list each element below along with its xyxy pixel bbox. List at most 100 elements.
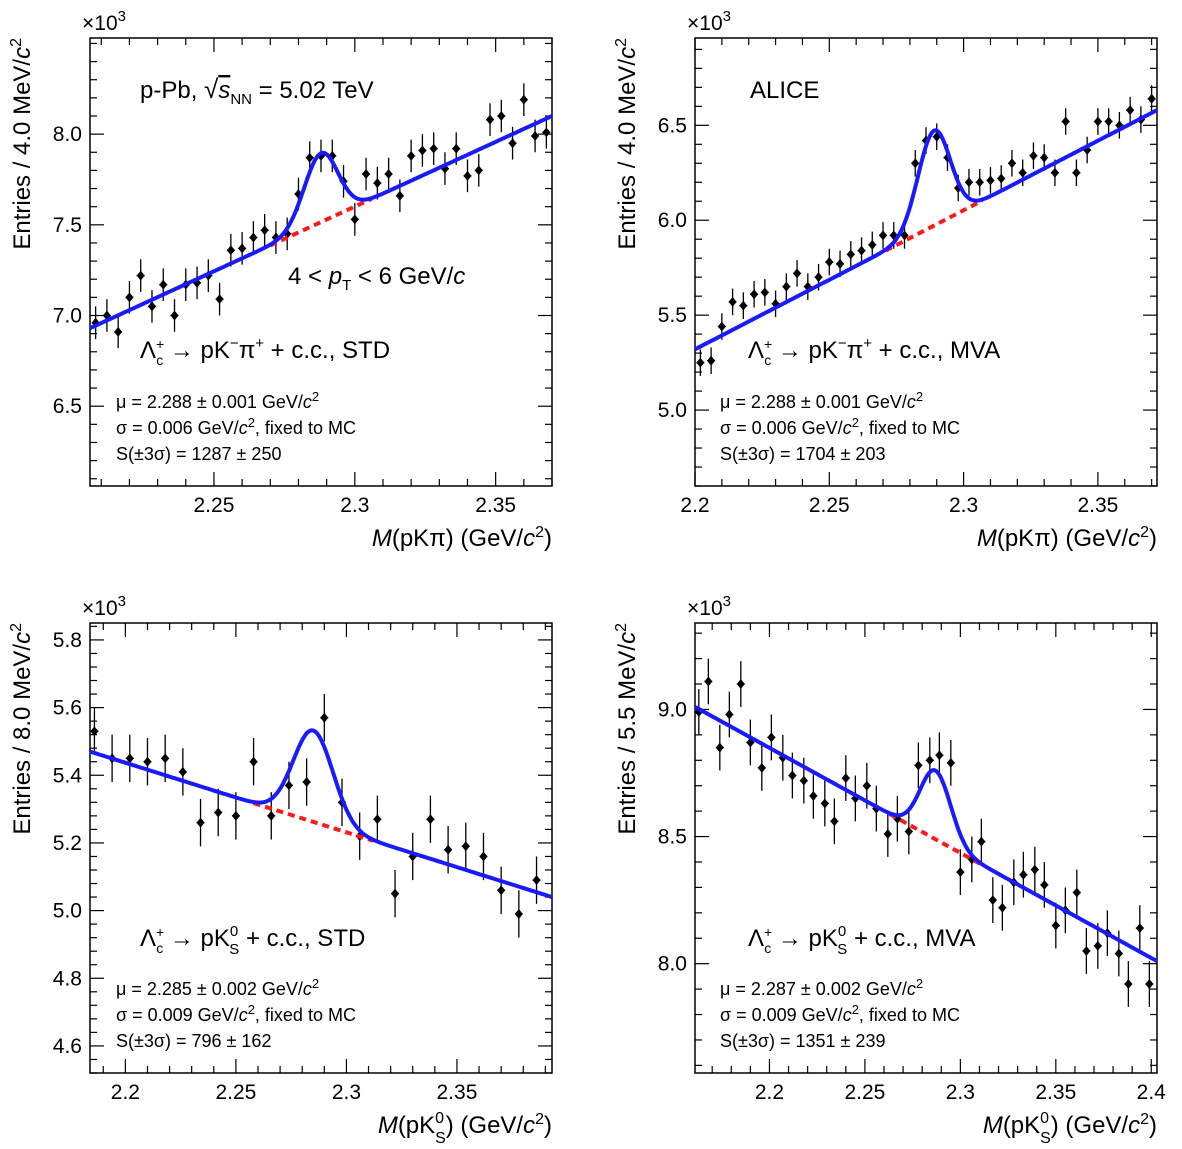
- data-point: [988, 895, 997, 906]
- data-point: [1029, 150, 1038, 161]
- y-tick-label: 6.5: [53, 395, 82, 418]
- data-point: [841, 773, 850, 784]
- data-point: [868, 239, 877, 250]
- data-point: [267, 810, 276, 821]
- x-axis-title: M(pK0 S) (GeV/c2): [378, 1110, 552, 1147]
- panel-bottom-right: 2.2 2.25 2.3 2.35 2.4 8.0 8.5 9.0 ×103 Entries / …: [613, 593, 1166, 1147]
- y-tick-label: 5.5: [658, 304, 687, 327]
- y-tick-label: 4.6: [53, 1035, 82, 1058]
- fit-result-2: σ = 0.009 GeV/c2, fixed to MC: [720, 1002, 960, 1025]
- x-tick-label: 2.4: [1137, 1081, 1167, 1104]
- y-multiplier: ×103: [82, 593, 126, 620]
- y-tick-label: 5.0: [658, 399, 687, 422]
- data-point: [305, 152, 314, 163]
- data-point: [696, 357, 705, 368]
- total-fit-curve: [89, 114, 553, 331]
- data-point: [767, 732, 776, 743]
- data-point: [260, 225, 269, 236]
- data-point: [159, 279, 168, 290]
- data-point: [825, 257, 834, 267]
- data-point: [1018, 167, 1027, 178]
- x-tick-label: 2.35: [1035, 1081, 1076, 1104]
- data-point: [1051, 920, 1060, 931]
- data-point: [986, 175, 995, 186]
- panel-top-right: 2.2 2.25 2.3 2.35 5.0 5.5 6.0 6.5 ×103 Entries / …: [613, 8, 1158, 552]
- x-tick-label: 2.2: [755, 1081, 784, 1104]
- data-point: [407, 150, 416, 161]
- data-point: [497, 885, 506, 896]
- data-point: [178, 766, 187, 777]
- y-tick-label: 6.0: [658, 209, 687, 232]
- data-point: [497, 110, 506, 121]
- data-point: [320, 712, 329, 723]
- data-point: [1145, 979, 1154, 990]
- data-point: [1072, 167, 1081, 178]
- x-tick-label: 2.25: [215, 1081, 256, 1104]
- collision-system-label: p-Pb, √sNN = 5.02 TeV: [140, 74, 374, 108]
- data-point: [1007, 158, 1016, 169]
- plot-frame: [694, 622, 1158, 1074]
- data-point: [911, 158, 920, 169]
- data-point: [1082, 945, 1091, 956]
- data-point: [284, 780, 293, 791]
- data-point: [820, 798, 829, 809]
- data-point: [739, 300, 748, 311]
- data-point: [226, 245, 235, 256]
- data-point: [707, 355, 716, 366]
- data-point: [725, 709, 734, 720]
- data-point: [249, 756, 258, 767]
- fit-result-3: S(±3σ) = 1287 ± 250: [116, 444, 281, 464]
- x-tick-label: 2.35: [1077, 494, 1118, 517]
- y-tick-label: 5.4: [53, 764, 83, 787]
- data-point: [215, 294, 224, 305]
- data-point: [1126, 105, 1135, 116]
- y-tick-label: 5.6: [53, 697, 82, 720]
- fit-result-2: σ = 0.006 GeV/c2, fixed to MC: [720, 415, 960, 438]
- data-point: [862, 780, 871, 791]
- data-point: [90, 726, 99, 737]
- data-point: [809, 790, 818, 801]
- data-point: [782, 281, 791, 292]
- data-point: [514, 908, 523, 919]
- data-point: [519, 94, 528, 105]
- data-point: [429, 143, 438, 154]
- data-point: [997, 173, 1006, 184]
- fit-result-3: S(±3σ) = 796 ± 162: [116, 1031, 271, 1051]
- data-point: [846, 249, 855, 260]
- data-point: [362, 169, 371, 180]
- background-fit-dashed: [884, 198, 984, 253]
- y-tick-label: 9.0: [658, 698, 687, 721]
- data-point: [249, 232, 258, 243]
- data-point: [136, 270, 145, 281]
- data-point: [350, 214, 359, 225]
- data-point: [1124, 979, 1133, 990]
- data-point: [147, 301, 156, 312]
- data-point: [728, 296, 737, 307]
- x-axis-title: M(pK0 S) (GeV/c2): [983, 1110, 1157, 1147]
- data-point: [717, 321, 726, 332]
- data-point: [1072, 887, 1081, 898]
- data-point: [814, 272, 823, 283]
- data-point: [391, 888, 400, 899]
- data-point: [1093, 116, 1102, 127]
- data-point: [1093, 940, 1102, 951]
- y-axis-title: Entries / 4.0 MeV/c2: [8, 38, 36, 250]
- data-point: [508, 138, 517, 149]
- data-point: [1050, 167, 1059, 178]
- data-point: [170, 310, 179, 321]
- data-point: [143, 756, 152, 767]
- data-point: [444, 844, 453, 855]
- data-point: [788, 770, 797, 781]
- data-point: [486, 114, 495, 125]
- data-point: [925, 755, 934, 766]
- data-point: [1114, 948, 1123, 959]
- data-point: [532, 875, 541, 886]
- data-point: [161, 753, 170, 764]
- data-point: [373, 178, 382, 189]
- y-tick-label: 5.2: [53, 832, 82, 855]
- data-point: [1030, 864, 1039, 875]
- x-tick-label: 2.3: [949, 494, 978, 517]
- data-point: [474, 165, 483, 176]
- total-fit-curve: [694, 705, 1158, 963]
- data-point: [736, 679, 745, 690]
